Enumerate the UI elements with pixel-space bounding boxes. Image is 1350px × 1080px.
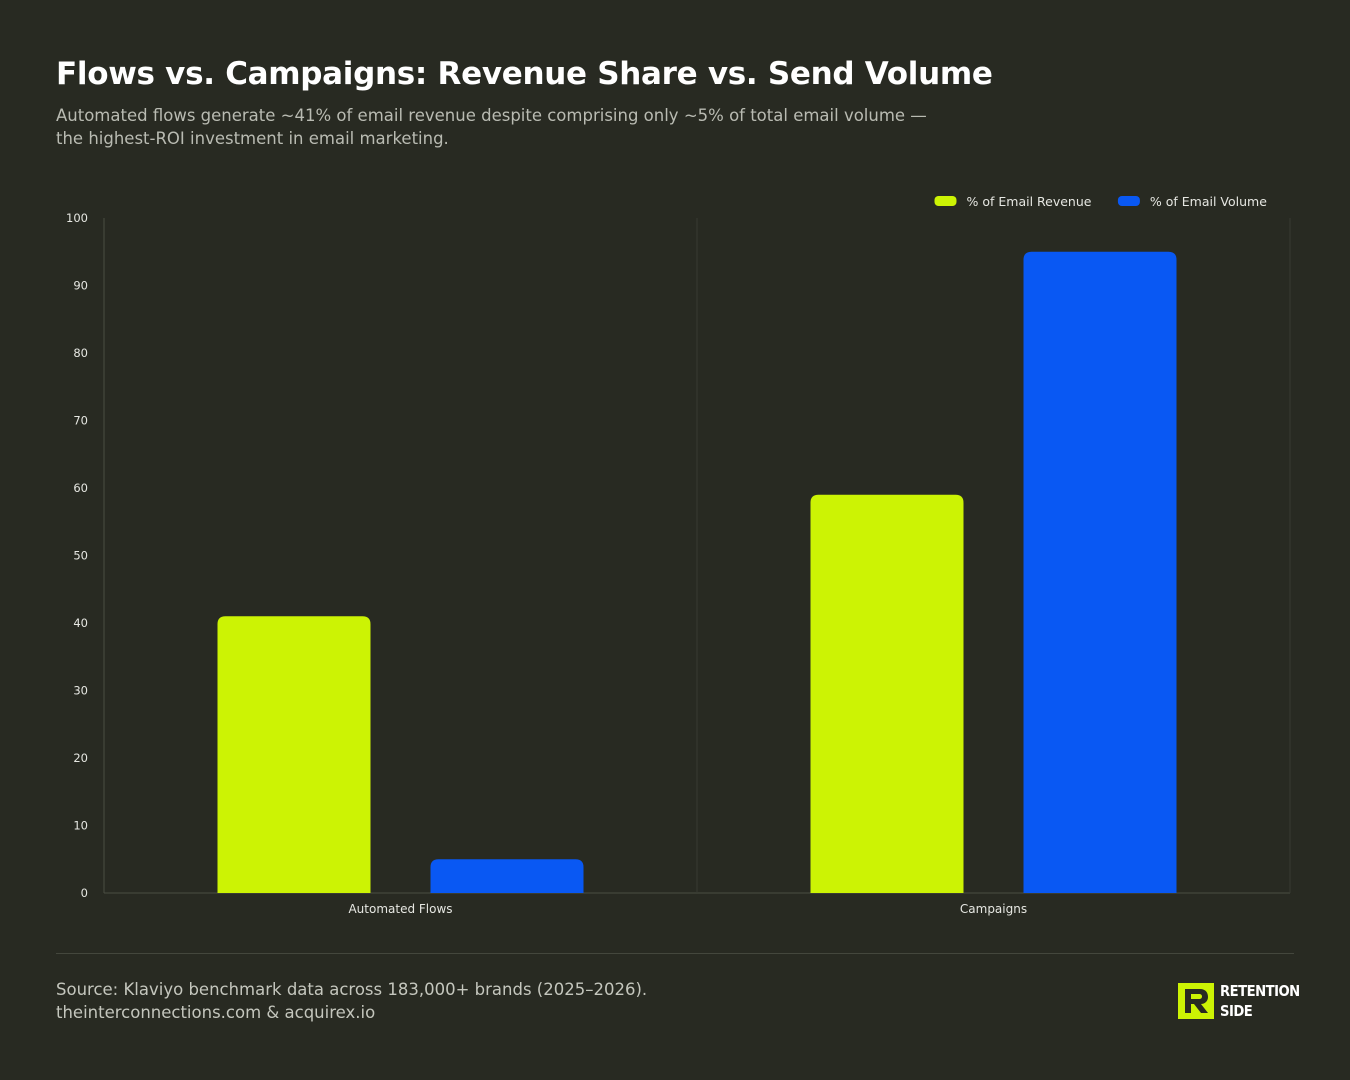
legend-label: % of Email Revenue <box>967 194 1092 209</box>
y-tick-label: 20 <box>73 751 88 765</box>
bar <box>217 616 371 893</box>
x-tick-label: Automated Flows <box>348 902 452 916</box>
y-tick-label: 0 <box>81 886 88 900</box>
y-tick-label: 80 <box>73 346 88 360</box>
logo-wordmark: RETENTION SIDE <box>1220 981 1300 1021</box>
legend-swatch <box>1117 196 1140 206</box>
y-tick-label: 70 <box>73 414 88 428</box>
bar <box>1023 251 1177 893</box>
y-tick-label: 30 <box>73 684 88 698</box>
logo-mark-icon <box>1178 983 1214 1019</box>
bar <box>810 494 964 893</box>
y-tick-label: 50 <box>73 549 88 563</box>
x-tick-label: Campaigns <box>960 902 1027 916</box>
y-tick-label: 40 <box>73 616 88 630</box>
retention-side-logo: RETENTION SIDE <box>1178 981 1311 1021</box>
legend-swatch <box>934 196 957 206</box>
y-tick-label: 90 <box>73 279 88 293</box>
source-note: Source: Klaviyo benchmark data across 18… <box>56 980 648 1022</box>
legend-label: % of Email Volume <box>1150 194 1267 209</box>
bar <box>430 859 584 893</box>
chart-title: Flows vs. Campaigns: Revenue Share vs. S… <box>56 56 993 92</box>
bar-chart: 0 10 20 30 40 50 60 70 80 90 100 Automated Flows Cam… <box>66 194 1291 916</box>
footer-divider <box>56 953 1294 954</box>
logo-line-1: RETENTION <box>1220 982 1300 1000</box>
y-tick-label: 10 <box>73 819 88 833</box>
chart-subtitle: Automated flows generate ~41% of email r… <box>56 106 927 148</box>
logo-line-2: SIDE <box>1220 1002 1253 1020</box>
y-tick-label: 60 <box>73 481 88 495</box>
y-tick-label: 100 <box>66 211 88 225</box>
